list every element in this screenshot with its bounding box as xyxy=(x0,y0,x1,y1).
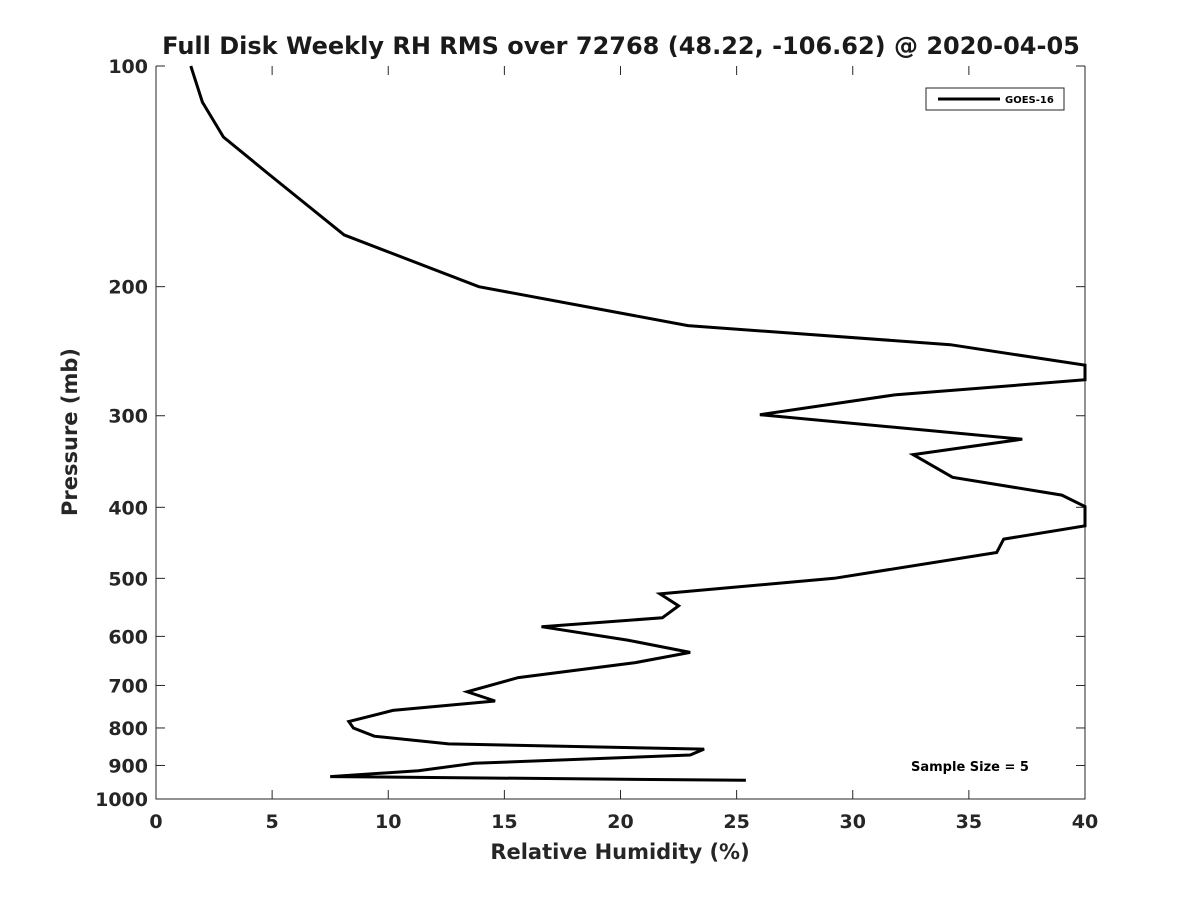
plot-area xyxy=(155,66,1086,800)
y-tick-label: 700 xyxy=(108,675,148,697)
y-tick-label: 300 xyxy=(108,406,148,428)
series-layer xyxy=(189,65,1087,782)
y-tick-label: 800 xyxy=(108,718,148,740)
y-axis-label: Pressure (mb) xyxy=(58,348,82,516)
y-tick-label: 400 xyxy=(108,497,148,519)
y-tick-label: 200 xyxy=(108,277,148,299)
y-tick-label: 100 xyxy=(108,56,148,78)
x-tick-label: 5 xyxy=(266,811,279,833)
plot-background xyxy=(156,66,1085,799)
legend-label-goes-16: GOES-16 xyxy=(1005,95,1054,106)
x-tick-label: 0 xyxy=(149,811,162,833)
x-tick-label: 20 xyxy=(607,811,633,833)
chart-title: Full Disk Weekly RH RMS over 72768 (48.2… xyxy=(162,32,1080,60)
y-tick-label: 1000 xyxy=(95,789,148,811)
sample-size-annotation: Sample Size = 5 xyxy=(911,760,1029,775)
y-tick-label: 600 xyxy=(108,626,148,648)
x-axis-label: Relative Humidity (%) xyxy=(490,840,749,864)
x-tick-label: 35 xyxy=(956,811,982,833)
x-tick-label: 15 xyxy=(491,811,517,833)
x-tick-label: 30 xyxy=(840,811,866,833)
y-axis-ticks: 100 200 300 400 500 600 700 800 900 1000 xyxy=(95,56,1085,811)
series-line-goes-16 xyxy=(189,65,1087,782)
x-tick-label: 40 xyxy=(1072,811,1098,833)
y-tick-label: 500 xyxy=(108,568,148,590)
x-tick-label: 25 xyxy=(723,811,749,833)
x-axis-ticks: 0 5 10 15 20 25 30 35 40 xyxy=(149,66,1098,833)
y-tick-label: 900 xyxy=(108,755,148,777)
x-tick-label: 10 xyxy=(375,811,401,833)
legend: GOES-16 xyxy=(925,87,1065,111)
